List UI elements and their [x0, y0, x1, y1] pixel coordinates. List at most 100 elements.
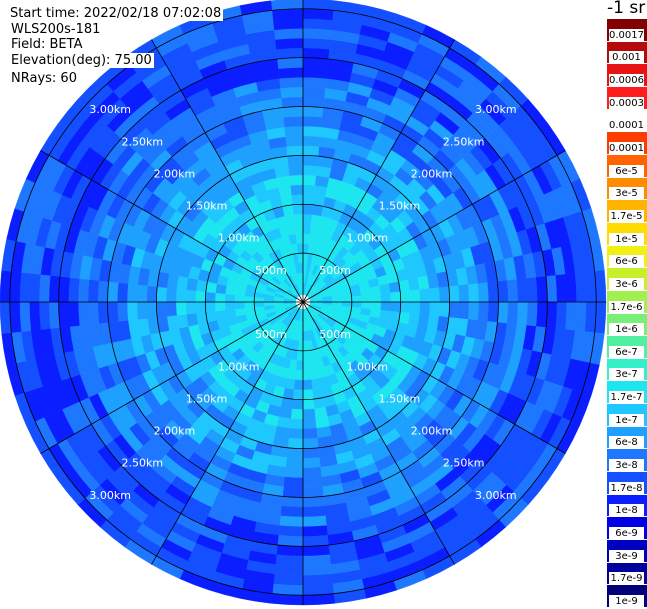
beta-cell	[274, 564, 304, 576]
beta-cell	[361, 301, 372, 310]
beta-cell	[282, 486, 304, 498]
colorbar-label: 1.7e-8	[609, 481, 644, 496]
beta-cell	[302, 145, 320, 157]
azimuth-line	[40, 301, 304, 454]
beta-cell	[284, 125, 304, 137]
beta-cell	[302, 223, 312, 235]
beta-cell	[477, 301, 489, 322]
beta-cell	[38, 301, 51, 330]
beta-cell	[302, 408, 316, 420]
beta-cell	[361, 294, 372, 303]
beta-cell	[536, 276, 548, 303]
beta-cell	[279, 515, 304, 528]
beta-cell	[68, 277, 80, 303]
beta-cell	[468, 301, 480, 321]
beta-cell	[9, 301, 22, 333]
beta-cell	[302, 135, 321, 147]
colorbar-label: 6e-9	[609, 527, 644, 542]
beta-cell	[584, 271, 597, 303]
beta-cell	[77, 301, 90, 326]
beta-cell	[302, 184, 316, 196]
range-ring-label: 500m	[319, 264, 351, 277]
beta-cell	[429, 287, 441, 303]
range-ring-label: 500m	[319, 328, 351, 341]
beta-cell	[311, 387, 324, 400]
beta-cell	[341, 296, 353, 303]
beta-cell	[302, 125, 322, 137]
beta-cell	[126, 283, 138, 303]
beta-cell	[555, 301, 568, 330]
beta-cell	[302, 116, 323, 128]
beta-cell	[302, 554, 331, 567]
colorbar-label: 0.0017	[609, 28, 644, 43]
beta-cell	[497, 301, 509, 324]
beta-cell	[302, 583, 334, 596]
beta-cell	[302, 164, 318, 176]
range-ring-label: 500m	[255, 264, 287, 277]
beta-cell	[195, 301, 207, 314]
colorbar-label: 1.7e-9	[609, 572, 644, 587]
beta-cell	[302, 496, 325, 508]
azimuth-line	[302, 301, 566, 454]
beta-cell	[370, 301, 382, 311]
beta-cell	[253, 301, 265, 308]
beta-cell	[273, 18, 304, 31]
beta-cell	[195, 290, 207, 303]
range-ring-label: 2.50km	[443, 135, 485, 148]
beta-cell	[290, 184, 304, 196]
beta-cell	[458, 284, 470, 303]
beta-cell	[297, 252, 304, 264]
beta-cell	[146, 301, 158, 319]
beta-cell	[136, 301, 148, 320]
beta-cell	[302, 535, 329, 547]
beta-cell	[287, 155, 304, 167]
beta-cell	[278, 525, 304, 537]
range-ring-label: 1.50km	[379, 392, 421, 405]
beta-cell	[224, 293, 236, 303]
beta-cell	[285, 457, 304, 469]
beta-cell	[58, 276, 70, 303]
beta-cell	[565, 301, 577, 331]
beta-cell	[302, 389, 314, 400]
range-ring-label: 1.00km	[218, 232, 260, 245]
beta-cell	[19, 272, 32, 303]
beta-cell	[286, 447, 304, 459]
beta-cell	[302, 340, 309, 352]
beta-cell	[516, 301, 529, 326]
beta-cell	[409, 289, 421, 303]
beta-cell	[565, 273, 577, 303]
radar-name-label: WLS200s-181	[11, 22, 103, 37]
beta-cell	[302, 505, 326, 518]
beta-cell	[302, 76, 327, 89]
azimuth-line	[302, 301, 455, 565]
range-ring-label: 2.50km	[122, 457, 164, 470]
beta-cell	[289, 174, 304, 186]
colorbar-label: 0.00017	[609, 119, 644, 134]
range-ring-label: 500m	[255, 328, 287, 341]
beta-cell	[584, 301, 597, 333]
beta-cell	[97, 280, 109, 303]
beta-cell	[274, 28, 304, 40]
beta-cell	[87, 301, 100, 325]
beta-cell	[506, 301, 519, 325]
beta-cell	[68, 301, 80, 327]
colorbar-label: 0.001	[609, 51, 644, 66]
beta-cell	[280, 86, 304, 99]
beta-cell	[419, 301, 431, 316]
beta-cell	[29, 273, 41, 303]
range-ring-label: 3.00km	[89, 103, 131, 116]
colorbar-label: 6e-8	[609, 436, 644, 451]
beta-cell	[302, 437, 319, 449]
colorbar: 0.0017 0.001 0.0006 0.0003 0.00017 0.0001 6e-5…	[607, 18, 647, 609]
range-ring-label: 3.00km	[89, 489, 131, 502]
beta-cell	[448, 301, 460, 319]
start-time-label: Start time: 2022/02/18 07:02:08	[10, 6, 224, 21]
azimuth-line	[302, 150, 566, 303]
colorbar-label: 3e-8	[609, 459, 644, 474]
beta-cell	[185, 289, 197, 303]
beta-cell	[278, 67, 304, 79]
beta-cell	[438, 301, 450, 318]
azimuth-lines	[0, 0, 606, 605]
beta-cell	[438, 286, 450, 303]
beta-cell	[224, 301, 236, 311]
